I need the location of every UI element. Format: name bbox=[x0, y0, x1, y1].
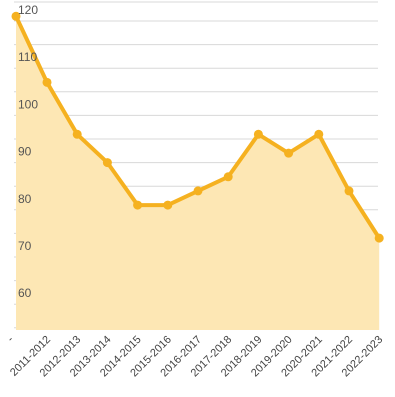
data-point bbox=[344, 186, 354, 196]
y-tick-label: 110 bbox=[18, 50, 37, 64]
data-point bbox=[163, 200, 173, 210]
data-point bbox=[223, 172, 233, 182]
data-point bbox=[253, 129, 263, 139]
y-tick-label: 90 bbox=[18, 145, 32, 159]
x-tick-label: - bbox=[5, 333, 16, 344]
x-axis-labels: 2011-20122012-20132013-20142014-20152015… bbox=[5, 333, 385, 379]
data-point bbox=[193, 186, 203, 196]
data-point bbox=[314, 129, 324, 139]
data-point bbox=[374, 233, 384, 243]
point-layer bbox=[11, 11, 384, 243]
data-point bbox=[133, 200, 143, 210]
leading-point bbox=[11, 11, 21, 21]
data-point bbox=[72, 129, 82, 139]
y-tick-label: 120 bbox=[18, 3, 38, 17]
y-tick-label: 80 bbox=[18, 192, 32, 206]
y-tick-label: 60 bbox=[18, 286, 32, 300]
area-layer bbox=[16, 16, 380, 331]
y-tick-label: 100 bbox=[18, 97, 38, 111]
data-point bbox=[42, 77, 52, 87]
y-axis-labels: 60 70 80 90 100 110 120 bbox=[18, 3, 38, 300]
y-tick-label: 70 bbox=[18, 239, 32, 253]
area-fill bbox=[16, 16, 380, 331]
data-point bbox=[284, 148, 294, 158]
data-point bbox=[102, 158, 112, 168]
